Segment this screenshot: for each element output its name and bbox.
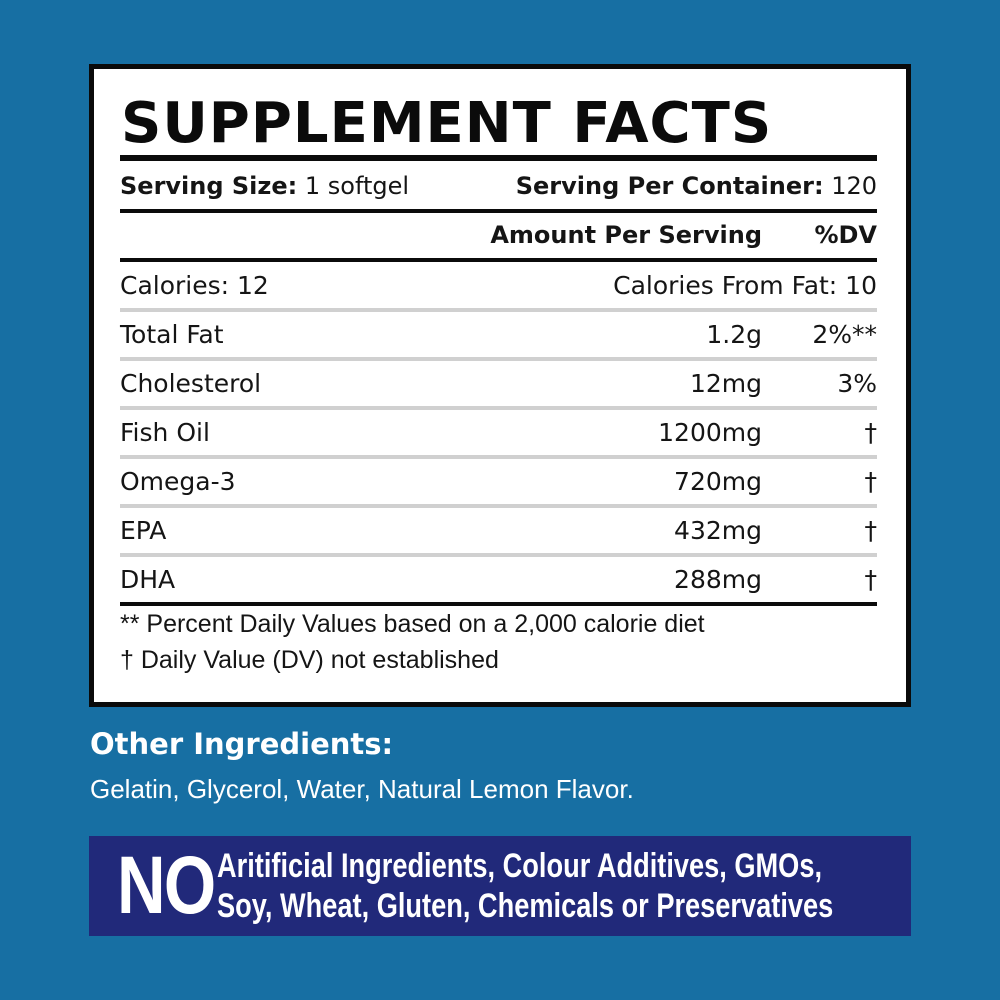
free-from-list: Aritificial Ingredients, Colour Additive…: [217, 846, 833, 926]
row-divider: [120, 308, 877, 312]
nutrient-dv: †: [864, 466, 878, 496]
row-divider: [120, 455, 877, 459]
nutrient-amount: 288mg: [674, 564, 762, 594]
nutrient-dv: †: [864, 417, 878, 447]
nutrient-amount: 432mg: [674, 515, 762, 545]
servings-per-container-value: 120: [831, 172, 877, 200]
servings-per-container: Serving Per Container: 120: [516, 172, 877, 200]
table-row: DHA 288mg †: [120, 559, 877, 599]
nutrient-name: Fish Oil: [120, 417, 210, 447]
serving-info-row: Serving Size: 1 softgel Serving Per Cont…: [120, 166, 877, 206]
row-divider: [120, 553, 877, 557]
footnote-dagger: † Daily Value (DV) not established: [120, 646, 499, 674]
table-row: Total Fat 1.2g 2%**: [120, 314, 877, 354]
supplement-facts-panel: SUPPLEMENT FACTS Serving Size: 1 softgel…: [89, 64, 911, 707]
table-row: Cholesterol 12mg 3%: [120, 363, 877, 403]
title-divider: [120, 155, 877, 161]
no-badge: NO: [117, 840, 216, 931]
serving-size-label: Serving Size:: [120, 172, 298, 200]
nutrient-name: Total Fat: [120, 319, 224, 349]
table-row: Omega-3 720mg †: [120, 461, 877, 501]
calories-from-fat: Calories From Fat: 10: [613, 270, 877, 300]
amount-header: Amount Per Serving: [490, 221, 762, 249]
other-ingredients-title: Other Ingredients:: [90, 727, 394, 761]
calories: Calories: 12: [120, 270, 269, 300]
nutrient-amount: 720mg: [674, 466, 762, 496]
table-row: Fish Oil 1200mg †: [120, 412, 877, 452]
column-header-row: Amount Per Serving %DV: [120, 215, 877, 255]
nutrient-name: Cholesterol: [120, 368, 262, 398]
row-divider: [120, 357, 877, 361]
panel-title: SUPPLEMENT FACTS: [121, 91, 773, 156]
nutrient-dv: 2%**: [812, 319, 877, 349]
serving-divider: [120, 209, 877, 213]
nutrient-name: Omega-3: [120, 466, 236, 496]
table-row: EPA 432mg †: [120, 510, 877, 550]
nutrient-dv: †: [864, 515, 878, 545]
table-bottom-divider: [120, 602, 877, 606]
other-ingredients-text: Gelatin, Glycerol, Water, Natural Lemon …: [90, 774, 634, 804]
free-from-line-1: Aritificial Ingredients, Colour Additive…: [217, 847, 823, 885]
nutrient-amount: 12mg: [689, 368, 762, 398]
calories-row: Calories: 12 Calories From Fat: 10: [120, 265, 877, 305]
nutrient-amount: 1.2g: [706, 319, 762, 349]
nutrient-name: EPA: [120, 515, 167, 545]
serving-size: Serving Size: 1 softgel: [120, 172, 409, 200]
header-divider: [120, 258, 877, 262]
servings-per-container-label: Serving Per Container:: [515, 172, 824, 200]
nutrient-dv: 3%: [837, 368, 877, 398]
nutrient-amount: 1200mg: [658, 417, 762, 447]
nutrient-dv: †: [864, 564, 878, 594]
serving-size-value: 1 softgel: [304, 172, 410, 200]
row-divider: [120, 504, 877, 508]
free-from-banner: NO Aritificial Ingredients, Colour Addit…: [89, 836, 911, 936]
nutrient-name: DHA: [120, 564, 176, 594]
free-from-line-2: Soy, Wheat, Gluten, Chemicals or Preserv…: [217, 887, 834, 925]
dv-header: %DV: [814, 221, 877, 249]
footnote-dv: ** Percent Daily Values based on a 2,000…: [120, 610, 705, 638]
row-divider: [120, 406, 877, 410]
